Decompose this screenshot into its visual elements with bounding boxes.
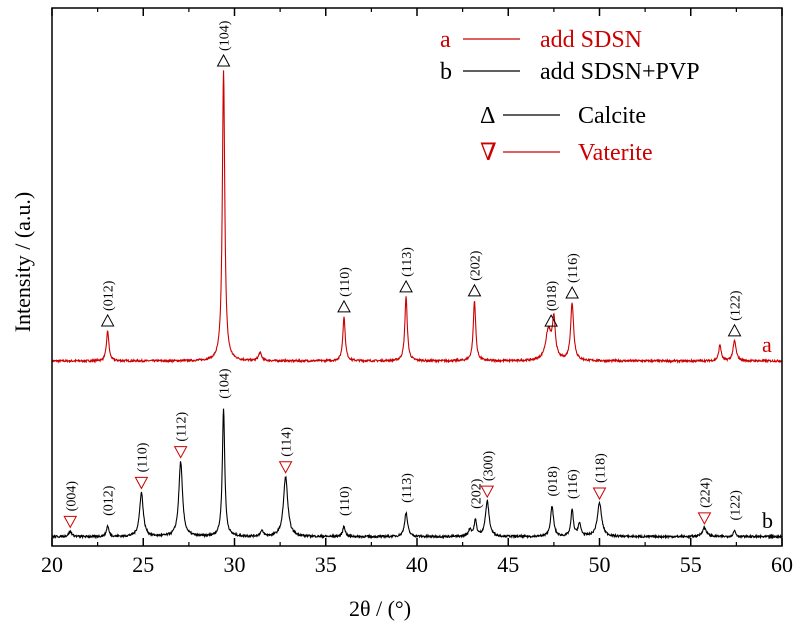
x-tick-label: 55 <box>680 552 702 577</box>
peak-label: (110) <box>338 267 353 297</box>
peak-annotations-layer: (012) (104) (110) (113) (202) (018) (116) (122)… <box>63 20 744 529</box>
vaterite-marker <box>173 446 188 459</box>
curve-labels: ab <box>762 332 773 533</box>
peak-label: (018) <box>546 466 561 497</box>
peak-label: (110) <box>338 486 353 516</box>
series-line-b <box>51 408 783 540</box>
curve-label-b: b <box>762 508 773 533</box>
calcite-marker <box>337 299 351 313</box>
x-axis-ticks: 20 25 30 35 40 45 50 55 60 <box>41 8 793 577</box>
calcite-marker <box>467 283 482 297</box>
x-tick-label: 25 <box>132 552 154 577</box>
vaterite-marker <box>697 512 712 525</box>
peak-label: (004) <box>64 481 79 512</box>
legend-text-3: Vaterite <box>578 140 653 166</box>
legend-marker-2: Δ <box>480 103 495 129</box>
curves-layer <box>51 70 783 540</box>
peak-label: (300) <box>481 450 496 481</box>
peak-label: (114) <box>280 427 295 457</box>
series-line-a <box>51 70 783 364</box>
calcite-marker <box>399 279 413 293</box>
peak-label: (112) <box>175 411 190 441</box>
x-tick-label: 35 <box>315 552 337 577</box>
vaterite-marker <box>278 461 293 474</box>
x-tick-label: 45 <box>497 552 519 577</box>
peak-label: (110) <box>135 442 150 472</box>
vaterite-marker <box>63 515 78 529</box>
peak-label: (113) <box>400 473 415 503</box>
x-tick-label: 60 <box>771 552 793 577</box>
peak-label: (018) <box>545 280 560 311</box>
calcite-marker <box>727 323 742 337</box>
legend: a add SDSN b add SDSN+PVP Δ Calcite ∇ Vaterite <box>440 27 700 166</box>
peak-label: (012) <box>102 485 117 516</box>
calcite-marker <box>565 285 579 299</box>
peak-label: (012) <box>102 280 117 311</box>
x-axis-label: 2θ / (°) <box>349 596 411 621</box>
peak-label: (122) <box>729 490 744 521</box>
peak-label: (202) <box>469 478 484 509</box>
peak-label: (116) <box>566 253 581 283</box>
plot-frame <box>51 7 783 547</box>
calcite-marker <box>100 313 115 327</box>
peak-label: (116) <box>566 469 581 499</box>
calcite-marker <box>216 53 231 67</box>
peak-label: (118) <box>594 453 609 483</box>
x-tick-label: 20 <box>41 552 63 577</box>
calcite-marker <box>544 314 558 327</box>
x-tick-label: 30 <box>224 552 246 577</box>
legend-text-1: add SDSN+PVP <box>540 59 700 85</box>
x-tick-label: 50 <box>589 552 611 577</box>
legend-text-0: add SDSN <box>540 27 642 53</box>
peak-label: (113) <box>400 247 415 277</box>
vaterite-marker <box>592 487 607 501</box>
peak-label: (104) <box>218 20 233 51</box>
vaterite-marker <box>134 476 149 490</box>
y-axis-label: Intensity / (a.u.) <box>10 192 35 333</box>
legend-marker-3: ∇ <box>480 140 497 166</box>
legend-marker-0: a <box>440 27 451 53</box>
legend-marker-1: b <box>440 59 452 85</box>
curve-label-a: a <box>762 332 772 357</box>
peak-label: (104) <box>218 368 233 399</box>
peak-label: (224) <box>698 477 713 508</box>
peak-label: (202) <box>468 250 483 281</box>
legend-text-2: Calcite <box>578 103 646 129</box>
peak-label: (122) <box>729 290 744 321</box>
vaterite-marker <box>480 485 495 499</box>
x-tick-label: 40 <box>406 552 428 577</box>
